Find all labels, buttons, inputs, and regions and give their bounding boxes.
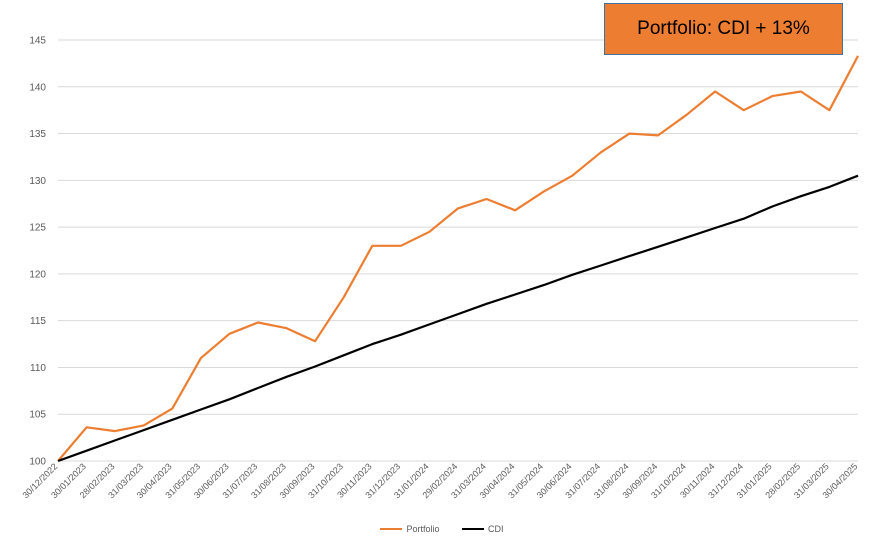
series-line-cdi [57, 174, 859, 463]
x-axis-ticks: 30/12/202230/01/202328/02/202331/03/2023… [20, 461, 859, 500]
legend-item-cdi: CDI [462, 524, 504, 534]
y-tick-label: 110 [30, 363, 46, 374]
y-tick-label: 100 [29, 457, 46, 468]
portfolio-badge-text: Portfolio: CDI + 13% [637, 18, 810, 39]
y-tick-label: 125 [29, 223, 46, 234]
y-tick-label: 135 [29, 129, 46, 140]
y-tick-label: 130 [29, 176, 46, 187]
y-tick-label: 140 [29, 82, 46, 93]
legend-swatch-portfolio [380, 528, 403, 530]
y-tick-label: 120 [29, 269, 46, 280]
series-line-portfolio [57, 55, 859, 462]
portfolio-badge: Portfolio: CDI + 13% [604, 3, 843, 55]
y-axis-ticks: 100 105 110 115 120 125 130 135 140 145 [29, 36, 46, 468]
y-tick-label: 105 [29, 410, 46, 421]
legend-label-cdi: CDI [488, 524, 504, 534]
legend: Portfolio CDI [0, 522, 884, 534]
series-lines [57, 55, 859, 463]
y-tick-label: 145 [29, 36, 46, 47]
legend-item-portfolio: Portfolio [380, 524, 440, 534]
legend-swatch-cdi [462, 528, 485, 530]
legend-label-portfolio: Portfolio [406, 524, 440, 534]
y-tick-label: 115 [30, 316, 46, 327]
